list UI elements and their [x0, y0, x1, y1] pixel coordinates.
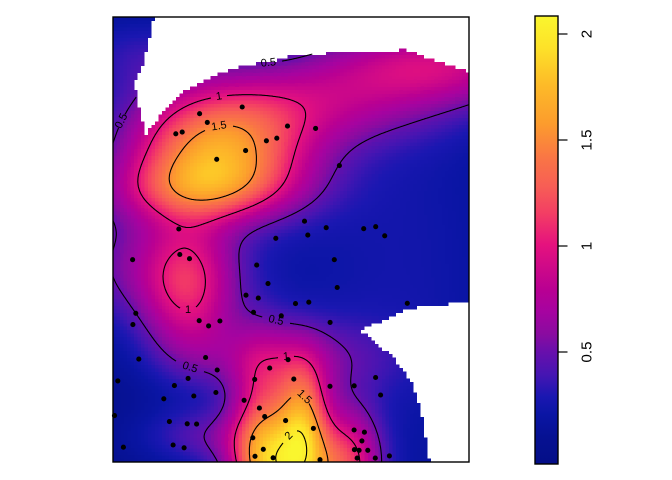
svg-text:1: 1 — [185, 304, 191, 316]
svg-text:1: 1 — [579, 242, 596, 250]
svg-text:1: 1 — [282, 351, 289, 363]
svg-text:0.5: 0.5 — [181, 360, 199, 376]
svg-text:0.5: 0.5 — [579, 341, 596, 362]
svg-text:0.5: 0.5 — [260, 56, 276, 70]
svg-text:1: 1 — [215, 90, 223, 103]
svg-text:2: 2 — [579, 30, 596, 38]
svg-text:1.5: 1.5 — [579, 129, 596, 150]
svg-text:1.5: 1.5 — [211, 119, 228, 133]
